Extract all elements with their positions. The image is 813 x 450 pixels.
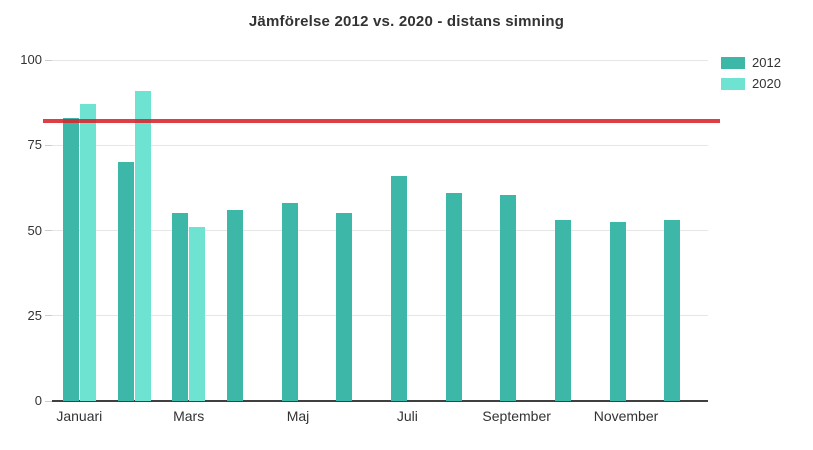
x-axis-tick-label-september: September — [482, 408, 551, 424]
legend: 2012 2020 — [721, 56, 781, 98]
bar-2012-april[interactable] — [226, 210, 243, 401]
y-tick-mark-75 — [45, 144, 52, 146]
gridline-y-50 — [52, 230, 708, 231]
bar-2012-december[interactable] — [664, 220, 681, 401]
x-axis-tick-label-juli: Juli — [396, 408, 418, 424]
bar-2012-maj[interactable] — [281, 203, 298, 401]
bar-2020-mars[interactable] — [189, 227, 206, 401]
bar-2012-september[interactable] — [500, 194, 517, 401]
bar-2012-januari[interactable] — [62, 117, 79, 401]
legend-label-2012: 2012 — [752, 55, 781, 70]
x-axis-tick-label-mars: Mars — [173, 408, 205, 424]
legend-item-2012[interactable]: 2012 — [721, 56, 781, 70]
legend-item-2020[interactable]: 2020 — [721, 77, 781, 91]
bar-2012-juni[interactable] — [336, 213, 353, 401]
bar-2012-augusti[interactable] — [445, 192, 462, 401]
gridline-y-100 — [52, 59, 708, 61]
bar-2012-februari[interactable] — [117, 162, 134, 401]
bar-2020-januari[interactable] — [79, 104, 96, 401]
y-tick-mark-50 — [45, 230, 52, 231]
y-axis-tick-label: 75 — [27, 137, 42, 153]
gridline-y-25 — [52, 315, 708, 317]
y-axis-tick-label: 50 — [27, 222, 42, 238]
gridline-y-75 — [52, 144, 708, 146]
y-axis-tick-label: 100 — [20, 52, 42, 67]
bar-2012-oktober[interactable] — [554, 220, 571, 401]
legend-swatch-2012 — [721, 57, 745, 69]
reference-line — [43, 119, 720, 124]
y-tick-mark-100 — [45, 59, 52, 61]
bar-2012-mars[interactable] — [172, 213, 189, 401]
bar-2012-november[interactable] — [609, 221, 626, 401]
y-tick-mark-25 — [45, 315, 52, 317]
chart-title: Jämförelse 2012 vs. 2020 - distans simni… — [248, 13, 565, 30]
legend-swatch-2020 — [721, 78, 745, 90]
x-axis-line — [52, 400, 708, 402]
y-tick-mark-0 — [45, 400, 52, 402]
x-axis-tick-label-maj: Maj — [286, 408, 310, 424]
x-axis-tick-label-januari: Januari — [56, 408, 103, 424]
legend-label-2020: 2020 — [752, 76, 781, 91]
y-axis-tick-label: 0 — [34, 393, 42, 408]
bar-2012-juli[interactable] — [390, 175, 407, 401]
x-axis-tick-label-november: November — [593, 408, 659, 424]
y-axis-tick-label: 25 — [27, 307, 42, 323]
bar-2020-februari[interactable] — [134, 90, 151, 401]
